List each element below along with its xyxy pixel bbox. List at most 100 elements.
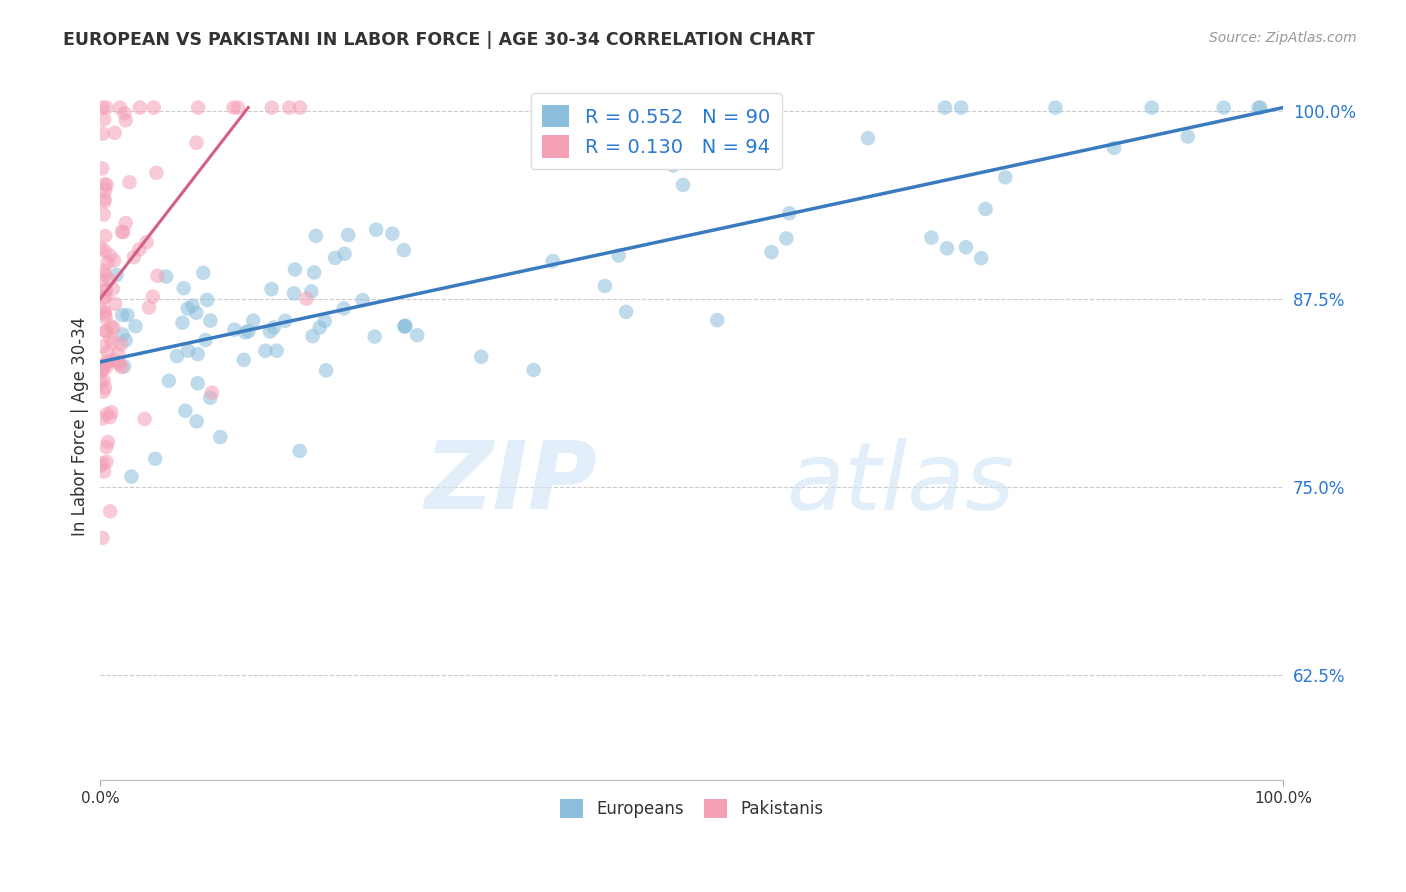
Point	[254, 343, 277, 358]
Point	[299, 285, 322, 299]
Point	[315, 363, 337, 377]
Point	[96, 407, 118, 421]
Point	[93, 194, 115, 209]
Point	[266, 343, 288, 358]
Point	[142, 101, 165, 115]
Point	[90, 273, 112, 287]
Point	[607, 248, 630, 262]
Point	[934, 101, 956, 115]
Point	[101, 335, 124, 350]
Point	[122, 250, 145, 264]
Point	[93, 374, 115, 388]
Point	[394, 318, 416, 333]
Point	[970, 251, 993, 265]
Point	[1212, 101, 1234, 115]
Point	[226, 101, 249, 115]
Point	[232, 352, 254, 367]
Point	[112, 225, 135, 239]
Point	[259, 325, 281, 339]
Point	[91, 161, 114, 176]
Point	[94, 381, 117, 395]
Point	[94, 183, 117, 197]
Point	[94, 325, 117, 339]
Point	[194, 333, 217, 347]
Point	[96, 345, 118, 359]
Point	[94, 360, 117, 375]
Point	[593, 279, 616, 293]
Point	[105, 268, 128, 282]
Point	[97, 354, 120, 368]
Point	[114, 106, 136, 120]
Point	[166, 349, 188, 363]
Point	[107, 346, 129, 360]
Point	[274, 314, 297, 328]
Point	[108, 357, 131, 371]
Point	[94, 284, 117, 298]
Point	[181, 299, 204, 313]
Point	[523, 363, 546, 377]
Point	[104, 126, 127, 140]
Point	[93, 112, 115, 127]
Point	[114, 113, 136, 128]
Point	[93, 291, 115, 305]
Point	[283, 286, 305, 301]
Point	[93, 305, 115, 319]
Point	[201, 385, 224, 400]
Point	[91, 101, 114, 115]
Point	[138, 301, 160, 315]
Point	[672, 178, 695, 192]
Point	[541, 254, 564, 268]
Point	[470, 350, 492, 364]
Point	[288, 443, 311, 458]
Point	[662, 158, 685, 172]
Point	[91, 340, 114, 354]
Point	[93, 192, 115, 206]
Point	[1102, 141, 1125, 155]
Point	[333, 246, 356, 260]
Point	[118, 175, 141, 189]
Point	[96, 440, 118, 454]
Point	[108, 101, 131, 115]
Point	[187, 347, 209, 361]
Point	[94, 307, 117, 321]
Point	[90, 301, 112, 316]
Point	[93, 244, 115, 258]
Point	[135, 235, 157, 250]
Point	[778, 206, 800, 220]
Point	[93, 178, 115, 192]
Point	[950, 101, 973, 115]
Point	[91, 363, 114, 377]
Point	[96, 101, 118, 115]
Point	[920, 230, 942, 244]
Point	[111, 327, 134, 342]
Point	[107, 355, 129, 369]
Point	[93, 357, 115, 371]
Point	[143, 451, 166, 466]
Point	[94, 268, 117, 282]
Point	[101, 282, 124, 296]
Point	[96, 178, 118, 192]
Legend: Europeans, Pakistanis: Europeans, Pakistanis	[553, 792, 831, 825]
Point	[98, 410, 121, 425]
Point	[278, 101, 301, 115]
Point	[381, 227, 404, 241]
Point	[98, 272, 121, 286]
Point	[134, 412, 156, 426]
Point	[103, 253, 125, 268]
Point	[146, 268, 169, 283]
Point	[301, 329, 323, 343]
Point	[142, 290, 165, 304]
Point	[363, 329, 385, 343]
Point	[222, 101, 245, 115]
Y-axis label: In Labor Force | Age 30-34: In Labor Force | Age 30-34	[72, 317, 89, 536]
Point	[263, 320, 285, 334]
Point	[97, 434, 120, 449]
Point	[98, 504, 121, 518]
Point	[94, 324, 117, 338]
Point	[91, 411, 114, 425]
Point	[186, 414, 208, 428]
Point	[187, 376, 209, 391]
Point	[936, 241, 959, 255]
Point	[93, 465, 115, 479]
Text: Source: ZipAtlas.com: Source: ZipAtlas.com	[1209, 31, 1357, 45]
